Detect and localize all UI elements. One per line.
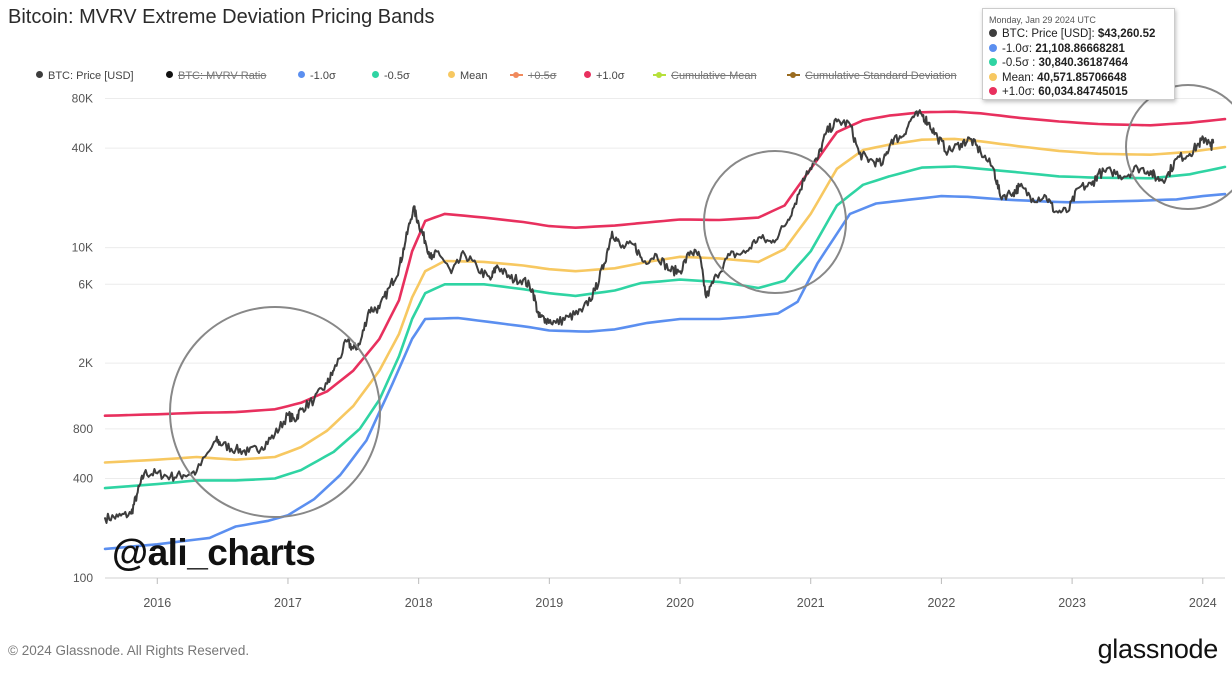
- legend-label: +1.0σ: [596, 70, 625, 82]
- legend-item[interactable]: +0.5σ: [510, 70, 557, 82]
- highlight-circle: [703, 150, 847, 294]
- legend-item[interactable]: BTC: MVRV Ratio: [166, 70, 266, 82]
- tooltip-row: -0.5σ : 30,840.36187464: [989, 56, 1174, 71]
- legend-swatch: [787, 72, 800, 78]
- legend-swatch: [298, 71, 305, 78]
- legend-item[interactable]: +1.0σ: [584, 70, 625, 82]
- legend-swatch: [653, 72, 666, 78]
- tooltip-label: -1.0σ:: [1002, 42, 1036, 55]
- tooltip-label: Mean:: [1002, 71, 1038, 84]
- band-line: [103, 165, 1227, 490]
- legend-swatch: [372, 71, 379, 78]
- tooltip-row: Mean: 40,571.85706648: [989, 71, 1174, 86]
- legend-label: -0.5σ: [384, 70, 410, 82]
- y-tick-label: 6K: [78, 277, 93, 291]
- x-tick-label: 2024: [1189, 596, 1217, 610]
- y-tick-label: 80K: [72, 91, 93, 105]
- data-tooltip: Monday, Jan 29 2024 UTC BTC: Price [USD]…: [982, 8, 1175, 100]
- tooltip-swatch: [989, 29, 997, 37]
- y-tick-label: 40K: [72, 141, 93, 155]
- legend-item[interactable]: -0.5σ: [372, 70, 410, 82]
- tooltip-label: -0.5σ :: [1002, 57, 1039, 69]
- x-tick-label: 2021: [797, 596, 825, 610]
- y-tick-label: 2K: [78, 356, 93, 370]
- chart-title: Bitcoin: MVRV Extreme Deviation Pricing …: [8, 6, 435, 28]
- y-tick-label: 400: [73, 472, 93, 486]
- x-tick-label: 2018: [405, 596, 433, 610]
- tooltip-swatch: [989, 58, 997, 66]
- y-tick-label: 800: [73, 422, 93, 436]
- tooltip-swatch: [989, 87, 997, 95]
- x-tick-label: 2022: [927, 596, 955, 610]
- legend-label: Mean: [460, 70, 488, 82]
- band-series: [103, 110, 1227, 417]
- legend-label: BTC: Price [USD]: [48, 70, 134, 82]
- tooltip-label: BTC: Price [USD]:: [1002, 28, 1098, 40]
- band-series: [103, 137, 1227, 464]
- tooltip-value: 30,840.36187464: [1038, 57, 1129, 69]
- legend-swatch: [166, 71, 173, 78]
- legend-label: Cumulative Mean: [671, 70, 757, 82]
- x-tick-label: 2017: [274, 596, 302, 610]
- tooltip-value: $43,260.52: [1097, 28, 1156, 40]
- tooltip-swatch: [989, 43, 997, 52]
- highlight-circle: [1125, 84, 1232, 210]
- tooltip-label: +1.0σ:: [1002, 86, 1039, 98]
- copyright-text: © 2024 Glassnode. All Rights Reserved.: [8, 643, 250, 658]
- legend-item[interactable]: -1.0σ: [298, 70, 336, 82]
- tooltip-row: -1.0σ: 21,108.86668281: [989, 42, 1174, 57]
- y-tick-label: 10K: [72, 241, 93, 255]
- band-line: [103, 137, 1227, 464]
- legend-label: -1.0σ: [310, 70, 336, 82]
- legend-swatch: [510, 72, 523, 78]
- tooltip-date: Monday, Jan 29 2024 UTC: [989, 15, 1096, 25]
- x-tick-label: 2019: [535, 596, 563, 610]
- legend-swatch: [36, 71, 43, 78]
- highlight-circle: [169, 306, 381, 518]
- band-series: [103, 165, 1227, 490]
- legend-swatch: [584, 71, 591, 78]
- band-line: [103, 110, 1227, 417]
- legend-item[interactable]: Cumulative Mean: [653, 70, 757, 82]
- tooltip-value: 21,108.86668281: [1035, 42, 1125, 55]
- price-series: [104, 109, 1215, 524]
- y-tick-label: 100: [73, 571, 93, 585]
- tooltip-row: +1.0σ: 60,034.84745015: [989, 85, 1174, 100]
- brand-logo: glassnode: [1097, 634, 1219, 664]
- tooltip-row: BTC: Price [USD]: $43,260.52: [989, 27, 1174, 42]
- x-tick-label: 2020: [666, 596, 694, 610]
- legend-label: +0.5σ: [528, 70, 557, 82]
- x-tick-label: 2016: [143, 596, 171, 610]
- tooltip-value: 60,034.84745015: [1038, 86, 1128, 98]
- legend-item[interactable]: BTC: Price [USD]: [36, 70, 134, 82]
- legend-label: BTC: MVRV Ratio: [178, 70, 267, 82]
- band-series: [103, 192, 1227, 551]
- legend-item[interactable]: Cumulative Standard Deviation: [787, 70, 957, 82]
- tooltip-swatch: [989, 72, 997, 81]
- legend-item[interactable]: Mean: [448, 70, 488, 82]
- author-handle: @ali_charts: [112, 532, 316, 573]
- legend-swatch: [448, 71, 455, 78]
- btc-price-line: [104, 109, 1215, 524]
- legend-label: Cumulative Standard Deviation: [805, 70, 957, 82]
- x-tick-label: 2023: [1058, 596, 1086, 610]
- tooltip-value: 40,571.85706648: [1037, 71, 1127, 84]
